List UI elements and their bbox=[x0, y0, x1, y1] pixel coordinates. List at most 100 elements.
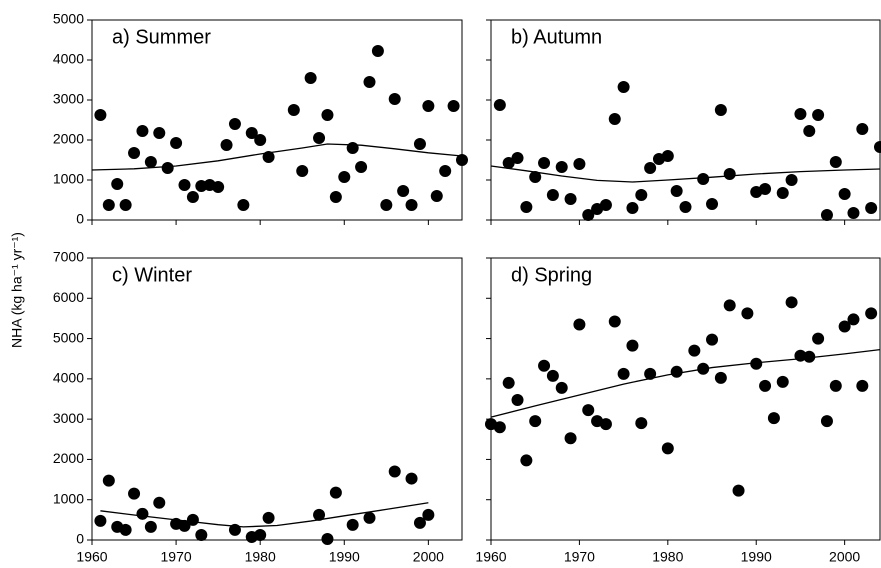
data-point bbox=[644, 162, 657, 174]
data-point bbox=[573, 318, 586, 331]
x-tick-label: 1970 bbox=[564, 549, 595, 565]
trend-line bbox=[490, 165, 881, 183]
data-point bbox=[856, 123, 869, 135]
data-point bbox=[582, 404, 595, 417]
y-tick-label: 4000 bbox=[53, 370, 84, 386]
panel-title: b) Autumn bbox=[511, 26, 602, 48]
y-tick-label: 0 bbox=[76, 531, 84, 547]
y-tick-label: 1000 bbox=[53, 171, 84, 187]
data-point bbox=[714, 104, 727, 116]
data-point bbox=[355, 161, 368, 173]
x-tick-label: 1980 bbox=[245, 549, 276, 565]
data-point bbox=[254, 134, 267, 146]
data-point bbox=[847, 207, 860, 219]
data-point bbox=[136, 507, 149, 520]
data-point bbox=[820, 415, 833, 428]
data-point bbox=[776, 187, 789, 199]
data-point bbox=[144, 520, 157, 533]
data-point bbox=[741, 307, 754, 320]
data-point bbox=[388, 465, 401, 478]
data-point bbox=[111, 178, 124, 190]
data-point bbox=[750, 357, 763, 370]
y-tick-label: 2000 bbox=[53, 450, 84, 466]
y-tick-label: 3000 bbox=[53, 91, 84, 107]
data-point bbox=[626, 339, 639, 352]
data-point bbox=[723, 168, 736, 180]
y-tick-label: 6000 bbox=[53, 289, 84, 305]
data-point bbox=[304, 72, 317, 84]
data-point bbox=[546, 369, 559, 382]
data-point bbox=[759, 379, 772, 392]
data-point bbox=[287, 104, 300, 116]
data-point bbox=[212, 181, 225, 193]
plot-frame bbox=[91, 19, 463, 221]
data-point bbox=[865, 307, 878, 320]
data-point bbox=[608, 113, 621, 125]
data-point bbox=[119, 199, 132, 211]
data-point bbox=[178, 519, 191, 532]
data-point bbox=[262, 151, 275, 163]
data-point bbox=[847, 313, 860, 326]
data-point bbox=[254, 528, 267, 541]
trend-line bbox=[100, 502, 429, 528]
data-point bbox=[153, 496, 166, 509]
data-point bbox=[599, 199, 612, 211]
data-point bbox=[670, 365, 683, 378]
data-point bbox=[538, 157, 551, 169]
data-point bbox=[608, 315, 621, 328]
data-point bbox=[186, 191, 199, 203]
data-point bbox=[617, 367, 630, 380]
trend-line bbox=[91, 143, 463, 171]
data-point bbox=[582, 209, 595, 221]
data-point bbox=[803, 125, 816, 137]
panel-title: a) Summer bbox=[112, 26, 211, 48]
data-point bbox=[102, 199, 115, 211]
data-point bbox=[447, 100, 460, 112]
data-point bbox=[679, 201, 692, 213]
x-tick-label: 1960 bbox=[76, 549, 107, 565]
data-point bbox=[178, 179, 191, 191]
data-point bbox=[865, 202, 878, 214]
data-point bbox=[706, 333, 719, 346]
data-point bbox=[564, 432, 577, 445]
data-point bbox=[363, 76, 376, 88]
x-tick-label: 1990 bbox=[329, 549, 360, 565]
data-point bbox=[644, 367, 657, 380]
data-point bbox=[144, 156, 157, 168]
data-point bbox=[237, 199, 250, 211]
data-point bbox=[785, 296, 798, 309]
data-point bbox=[838, 188, 851, 200]
data-point bbox=[186, 513, 199, 526]
data-point bbox=[661, 442, 674, 455]
data-point bbox=[170, 137, 183, 149]
data-point bbox=[493, 421, 506, 434]
data-point bbox=[313, 508, 326, 521]
data-point bbox=[388, 93, 401, 105]
data-point bbox=[838, 320, 851, 333]
data-point bbox=[329, 191, 342, 203]
data-point bbox=[128, 487, 141, 500]
data-point bbox=[380, 199, 393, 211]
data-point bbox=[329, 486, 342, 499]
data-point bbox=[346, 142, 359, 154]
data-point bbox=[697, 173, 710, 185]
data-point bbox=[688, 344, 701, 357]
data-point bbox=[812, 332, 825, 345]
data-point bbox=[874, 141, 881, 153]
data-point bbox=[94, 109, 107, 121]
data-point bbox=[153, 127, 166, 139]
data-point bbox=[723, 299, 736, 312]
data-point bbox=[785, 174, 798, 186]
data-point bbox=[371, 45, 384, 57]
data-point bbox=[245, 127, 258, 139]
data-point bbox=[161, 162, 174, 174]
data-point bbox=[413, 138, 426, 150]
data-point bbox=[136, 125, 149, 137]
x-tick-label: 1970 bbox=[161, 549, 192, 565]
data-point bbox=[803, 350, 816, 363]
data-point bbox=[538, 359, 551, 372]
data-point bbox=[635, 189, 648, 201]
data-point bbox=[102, 474, 115, 487]
data-point bbox=[313, 132, 326, 144]
